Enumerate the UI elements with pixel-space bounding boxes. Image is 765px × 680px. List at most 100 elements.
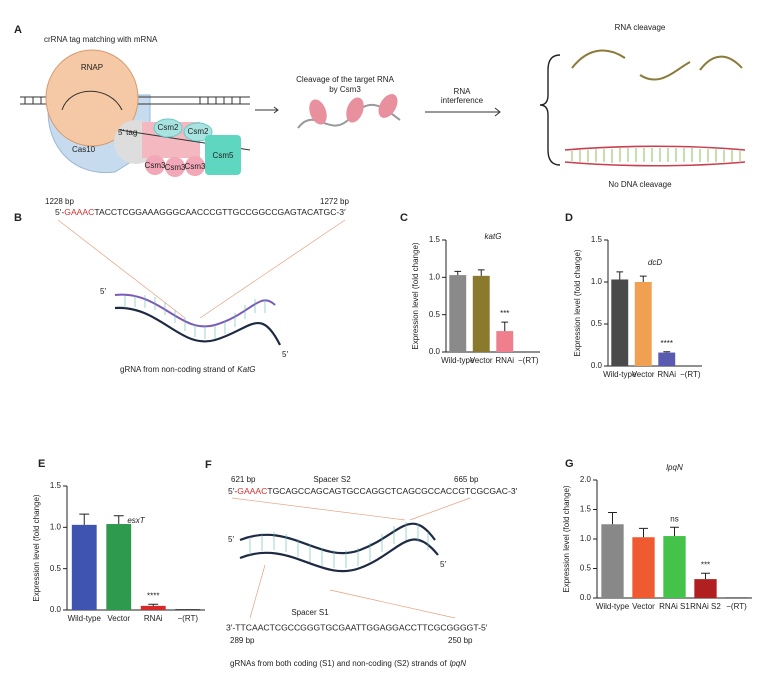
shape (165, 157, 185, 177)
bar (496, 331, 514, 352)
error-bar (477, 269, 485, 276)
panel-label: B (14, 212, 22, 224)
annotation: 250 bp (448, 636, 473, 645)
annotation: 5′ (228, 535, 234, 544)
label: Csm3 (185, 162, 206, 171)
bar (472, 275, 490, 352)
y-tick-label: 1.0 (580, 534, 592, 543)
brace (539, 54, 561, 166)
y-axis-title: Expression level (fold change) (32, 494, 41, 602)
annotation: 5′ (440, 560, 446, 569)
arrow (255, 106, 279, 114)
sequence: 3′-TTCAACTCGCCGGGTGCGAATTGGAGGACCTTCGCGG… (226, 622, 488, 632)
x-tick-label: RNAi (144, 614, 163, 623)
y-tick-label: 1.5 (591, 235, 603, 244)
annotation: 621 bp (231, 475, 256, 484)
x-tick-label: −(RT) (518, 356, 539, 365)
caption-text: gRNAs from both coding (S1) and non-codi… (230, 659, 447, 668)
label: Csm2 (158, 123, 179, 132)
caption: gRNAs from both coding (S1) and non-codi… (230, 659, 466, 668)
x-tick-label: Wild-type (68, 614, 102, 623)
error-bar (501, 321, 509, 332)
error-bar (608, 511, 617, 525)
y-tick-label: 2.0 (580, 475, 592, 484)
x-tick-label: Vector (107, 614, 130, 623)
error-bar (79, 513, 90, 525)
x-tick-label: Wild-type (603, 370, 637, 379)
bar (601, 524, 624, 598)
error-bar (639, 527, 648, 538)
rungs (124, 295, 266, 339)
rna-fragments (571, 49, 743, 81)
bar (519, 351, 537, 353)
x-tick-label: Vector (632, 370, 655, 379)
shape (183, 122, 213, 142)
shape (153, 118, 183, 138)
rungs (571, 148, 741, 163)
panel-label: G (565, 458, 574, 470)
guide-line (57, 219, 346, 319)
x-tick-label: −(RT) (680, 370, 701, 379)
y-tick-label: 0.0 (429, 347, 441, 356)
bar (663, 536, 686, 598)
bar (175, 609, 201, 610)
bar (140, 605, 166, 610)
y-tick-label: 0.0 (50, 605, 62, 614)
caption-gene: lpqN (450, 659, 467, 668)
label: Cas10 (72, 145, 96, 154)
annotation: interference (441, 96, 484, 105)
panel-b: B 1228 bp 1272 bp 5′-GAAACTACCTCGGAAAGGG… (14, 197, 349, 374)
annotation: Spacer S2 (313, 475, 351, 484)
seq-pam: GAAAC (237, 486, 267, 496)
shape (346, 97, 364, 123)
guide-line (231, 497, 471, 619)
x-tick-label: Vector (470, 356, 493, 365)
significance: *** (500, 309, 509, 318)
significance: *** (701, 560, 710, 569)
x-tick-label: RNAi S2 (690, 602, 721, 611)
label: Csm3 (145, 161, 166, 170)
dna-strand (239, 538, 439, 573)
y-axis-title: Expression level (fold change) (573, 249, 582, 357)
seq-part: TGCAGCCAGCAGTGCCAGGCTCAGCGCCACCGTCGCGAC-… (267, 486, 517, 496)
x-tick-label: Wild-type (596, 602, 630, 611)
label: Csm2 (188, 127, 209, 136)
annotation: 289 bp (230, 636, 255, 645)
x-tick-label: Wild-type (441, 356, 475, 365)
annotation: 5′ (100, 287, 106, 296)
shape (205, 135, 241, 175)
caption-gene: KatG (237, 365, 255, 374)
bar (71, 524, 97, 610)
bar (681, 365, 699, 367)
panel-a: A crRNA tag matching with mRNA RNAP Cas1… (14, 23, 746, 189)
error-bar (148, 603, 159, 606)
bar (725, 597, 748, 599)
bar (634, 282, 652, 366)
chart-title: esxT (127, 516, 145, 525)
y-tick-label: 1.0 (429, 272, 441, 281)
seq-part: 5′- (228, 486, 237, 496)
y-tick-label: 0.0 (580, 593, 592, 602)
chart-title: lpqN (666, 463, 683, 472)
rnap-shape (45, 49, 139, 147)
dna-strand (239, 522, 436, 555)
label: 5′ tag (118, 128, 137, 137)
bar (658, 352, 676, 366)
y-axis-title: Expression level (fold change) (562, 485, 571, 593)
error-bar (639, 275, 647, 282)
panel-label: C (400, 212, 408, 224)
dna-rungs (24, 97, 241, 104)
bar (106, 524, 132, 610)
error-bar (454, 270, 462, 276)
label: Csm5 (213, 151, 234, 160)
y-tick-label: 0.5 (50, 564, 62, 573)
y-tick-label: 1.5 (50, 481, 62, 490)
x-tick-label: −(RT) (177, 614, 198, 623)
annotation: RNA cleavage (615, 23, 666, 32)
y-tick-label: 1.0 (50, 522, 62, 531)
annotation: by Csm3 (329, 85, 361, 94)
dsrna (564, 145, 746, 167)
significance: ns (670, 514, 678, 523)
bar (632, 537, 655, 598)
